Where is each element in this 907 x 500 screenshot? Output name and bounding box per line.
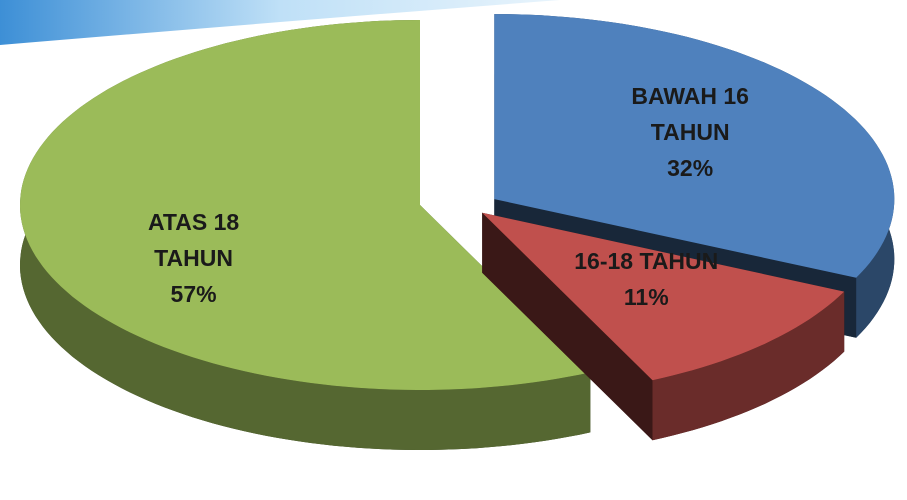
- slice-radial-wall: [482, 212, 653, 441]
- slice-top: [482, 212, 845, 381]
- slice-label: BAWAH 16 TAHUN 32%: [605, 78, 775, 186]
- pie-slice: [20, 20, 591, 450]
- value-label: 11%: [623, 283, 669, 310]
- header-banner: [0, 0, 560, 45]
- value-label: 57%: [170, 281, 217, 308]
- category-label: BAWAH 16 TAHUN: [631, 82, 749, 145]
- slice-top: [494, 14, 895, 278]
- value-label: 32%: [667, 154, 714, 181]
- category-label: 16-18 TAHUN: [574, 247, 719, 274]
- slice-top: [20, 20, 591, 390]
- slice-outer-wall: [20, 20, 591, 450]
- slice-label: 16-18 TAHUN 11%: [561, 243, 731, 315]
- category-label: ATAS 18 TAHUN: [147, 209, 240, 272]
- slice-label: ATAS 18 TAHUN 57%: [109, 204, 279, 312]
- pie-slice: [482, 212, 845, 441]
- slice-outer-wall: [652, 291, 845, 441]
